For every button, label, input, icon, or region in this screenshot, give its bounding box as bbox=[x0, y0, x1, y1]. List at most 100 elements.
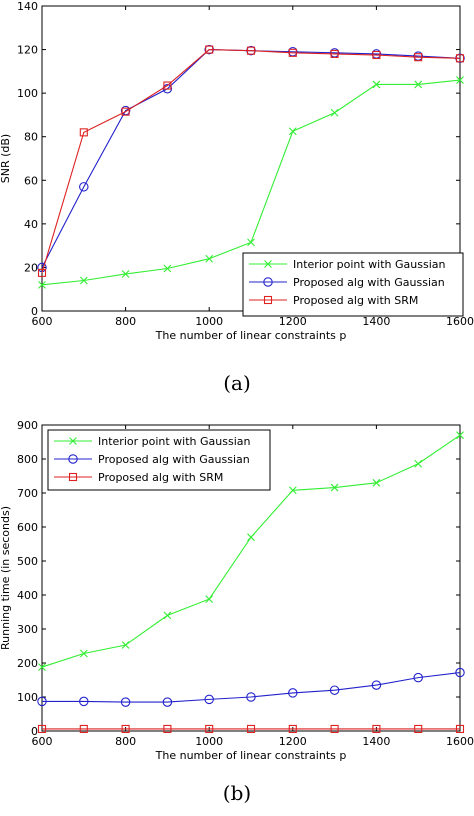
data-point bbox=[372, 724, 381, 734]
y-tick-label: 0 bbox=[31, 725, 38, 738]
y-axis-label: SNR (dB) bbox=[0, 134, 12, 183]
legend-entry: Proposed alg with SRM bbox=[249, 294, 418, 307]
y-tick-label: 120 bbox=[17, 44, 38, 57]
data-point bbox=[414, 724, 423, 734]
legend-entry: Proposed alg with Gaussian bbox=[54, 453, 250, 466]
chart-panel-b: 600 800 1000 1200 1400 1600 0 100 200 300 400 500 60… bbox=[0, 419, 474, 805]
data-point bbox=[413, 672, 423, 683]
x-tick-label: 800 bbox=[115, 735, 136, 748]
data-point bbox=[288, 127, 297, 136]
legend-label: Proposed alg with Gaussian bbox=[293, 276, 445, 289]
data-point bbox=[372, 80, 381, 89]
legend-marker bbox=[263, 295, 273, 305]
series-square bbox=[37, 45, 465, 277]
legend-label: Proposed alg with SRM bbox=[98, 471, 223, 484]
data-point bbox=[246, 692, 256, 702]
data-point bbox=[120, 697, 131, 707]
x-axis-label: The number of linear constraints p bbox=[155, 749, 347, 762]
y-tick-label: 100 bbox=[17, 87, 38, 100]
legend-entry: Interior point with Gaussian bbox=[249, 258, 446, 271]
series-x bbox=[38, 431, 464, 671]
data-point bbox=[37, 724, 47, 734]
legend-entry: Proposed alg with Gaussian bbox=[249, 276, 445, 289]
data-point bbox=[79, 182, 89, 192]
data-point bbox=[121, 724, 130, 734]
data-point bbox=[330, 483, 339, 492]
y-tick-label: 40 bbox=[24, 218, 38, 231]
figure-caption: (a) bbox=[223, 371, 251, 395]
data-point bbox=[38, 663, 46, 671]
y-tick-label: 300 bbox=[17, 623, 38, 636]
x-tick-label: 800 bbox=[115, 315, 136, 328]
data-point bbox=[163, 724, 172, 734]
data-point bbox=[205, 45, 214, 54]
data-point bbox=[414, 80, 423, 89]
data-point bbox=[121, 107, 130, 116]
data-point bbox=[37, 268, 47, 277]
series-circle bbox=[37, 667, 465, 707]
data-point bbox=[205, 595, 214, 603]
x-axis-label: The number of linear constraints p bbox=[155, 329, 347, 342]
data-point bbox=[79, 128, 88, 137]
legend-box bbox=[47, 429, 271, 491]
data-point bbox=[79, 276, 88, 285]
data-point bbox=[38, 280, 46, 289]
data-point bbox=[414, 459, 423, 468]
data-point bbox=[121, 641, 130, 649]
x-tick-label: 1200 bbox=[279, 735, 307, 748]
legend: Interior point with Gaussian Proposed alg… bbox=[242, 252, 464, 317]
legend-marker bbox=[264, 260, 272, 268]
legend-marker bbox=[68, 472, 78, 482]
data-point bbox=[246, 724, 256, 734]
legend-marker bbox=[68, 454, 78, 464]
legend: Interior point with Gaussian Proposed alg… bbox=[47, 429, 271, 491]
x-tick-label: 1400 bbox=[362, 735, 390, 748]
x-tick-label: 1000 bbox=[195, 315, 223, 328]
legend-marker bbox=[263, 277, 273, 287]
series-square bbox=[37, 724, 465, 734]
y-tick-label: 600 bbox=[17, 521, 38, 534]
data-point bbox=[163, 264, 172, 273]
data-point bbox=[247, 533, 255, 542]
legend-label: Proposed alg with Gaussian bbox=[98, 453, 250, 466]
data-point bbox=[414, 53, 423, 62]
y-tick-label: 800 bbox=[17, 453, 38, 466]
y-tick-label: 0 bbox=[31, 305, 38, 318]
data-point bbox=[288, 48, 297, 57]
series-line bbox=[42, 671, 461, 703]
data-point bbox=[329, 685, 340, 695]
data-point bbox=[121, 270, 130, 278]
x-tick-label: 1600 bbox=[446, 735, 474, 748]
x-tick-label: 1600 bbox=[446, 315, 474, 328]
x-tick-label: 600 bbox=[32, 315, 53, 328]
x-tick-label: 1400 bbox=[362, 315, 390, 328]
legend-entry: Interior point with Gaussian bbox=[54, 435, 251, 448]
legend-box bbox=[242, 252, 464, 317]
y-axis-label: Running time (in seconds) bbox=[0, 506, 12, 650]
data-point bbox=[247, 238, 255, 247]
data-point bbox=[288, 486, 297, 495]
x-tick-label: 600 bbox=[32, 735, 53, 748]
data-point bbox=[330, 724, 339, 734]
y-tick-label: 200 bbox=[17, 657, 38, 670]
y-tick-label: 80 bbox=[24, 131, 38, 144]
data-point bbox=[371, 680, 382, 690]
data-point bbox=[330, 108, 339, 117]
series-line bbox=[41, 49, 461, 274]
data-point bbox=[372, 478, 381, 487]
data-point bbox=[455, 667, 465, 678]
data-point bbox=[37, 696, 47, 707]
y-tick-label: 700 bbox=[17, 487, 38, 500]
data-point bbox=[162, 697, 173, 707]
y-tick-label: 100 bbox=[17, 691, 38, 704]
data-point bbox=[372, 50, 381, 60]
legend-label: Interior point with Gaussian bbox=[293, 258, 446, 271]
series-x bbox=[38, 76, 464, 289]
y-tick-label: 140 bbox=[17, 0, 38, 13]
data-point bbox=[456, 431, 464, 440]
legend-entry: Proposed alg with SRM bbox=[54, 471, 223, 484]
data-point bbox=[163, 81, 172, 90]
data-point bbox=[79, 724, 88, 734]
y-tick-label: 20 bbox=[24, 261, 38, 274]
